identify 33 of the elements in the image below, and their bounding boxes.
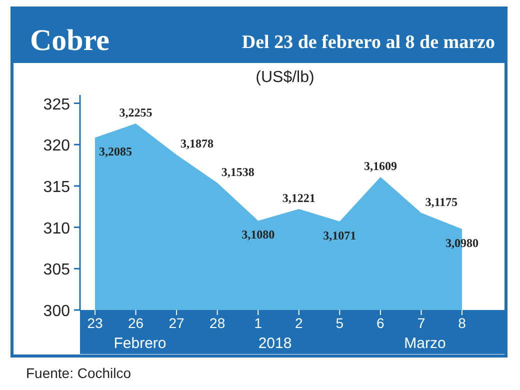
data-label: 3,1080 [242, 228, 275, 242]
y-tick-label: 325 [43, 96, 70, 114]
x-tick-label: 6 [376, 315, 385, 331]
text: Febrero [114, 335, 166, 352]
y-tick-label: 310 [43, 220, 70, 238]
source-note: Fuente: Cochilco [26, 365, 132, 381]
y-axis-title: (US$/lb) [256, 69, 314, 86]
text: Marzo [404, 335, 446, 352]
y-tick-label: 315 [43, 178, 70, 196]
y-tick-label: 320 [43, 138, 70, 155]
x-tick-label: 26 [128, 315, 144, 331]
x-tick-label: 23 [87, 315, 103, 331]
x-tick-label: 28 [210, 315, 226, 331]
chart-title: Cobre [30, 24, 110, 57]
text: 2018 [258, 335, 292, 352]
chart-subtitle: Del 23 de febrero al 8 de marzo [242, 32, 495, 53]
data-label: 3,2255 [119, 106, 152, 120]
data-label: 3,2085 [99, 144, 132, 159]
y-tick-label: 300 [43, 303, 70, 320]
data-label: 3,1071 [323, 228, 356, 242]
x-tick-label: 7 [417, 315, 426, 331]
data-label: 3,1878 [180, 136, 214, 151]
data-label: 3,1609 [364, 158, 397, 173]
x-tick-label: 2 [294, 315, 303, 331]
data-label: 3,1221 [282, 191, 316, 206]
x-tick-label: 5 [336, 315, 344, 331]
data-label: 3,1175 [425, 194, 458, 209]
data-label: 3,0980 [446, 236, 478, 250]
data-label: 3,1538 [221, 164, 254, 179]
x-tick-label: 8 [458, 315, 466, 331]
x-tick-label: 1 [254, 315, 262, 331]
x-tick-label: 27 [168, 315, 185, 331]
y-tick-label: 305 [43, 262, 70, 279]
